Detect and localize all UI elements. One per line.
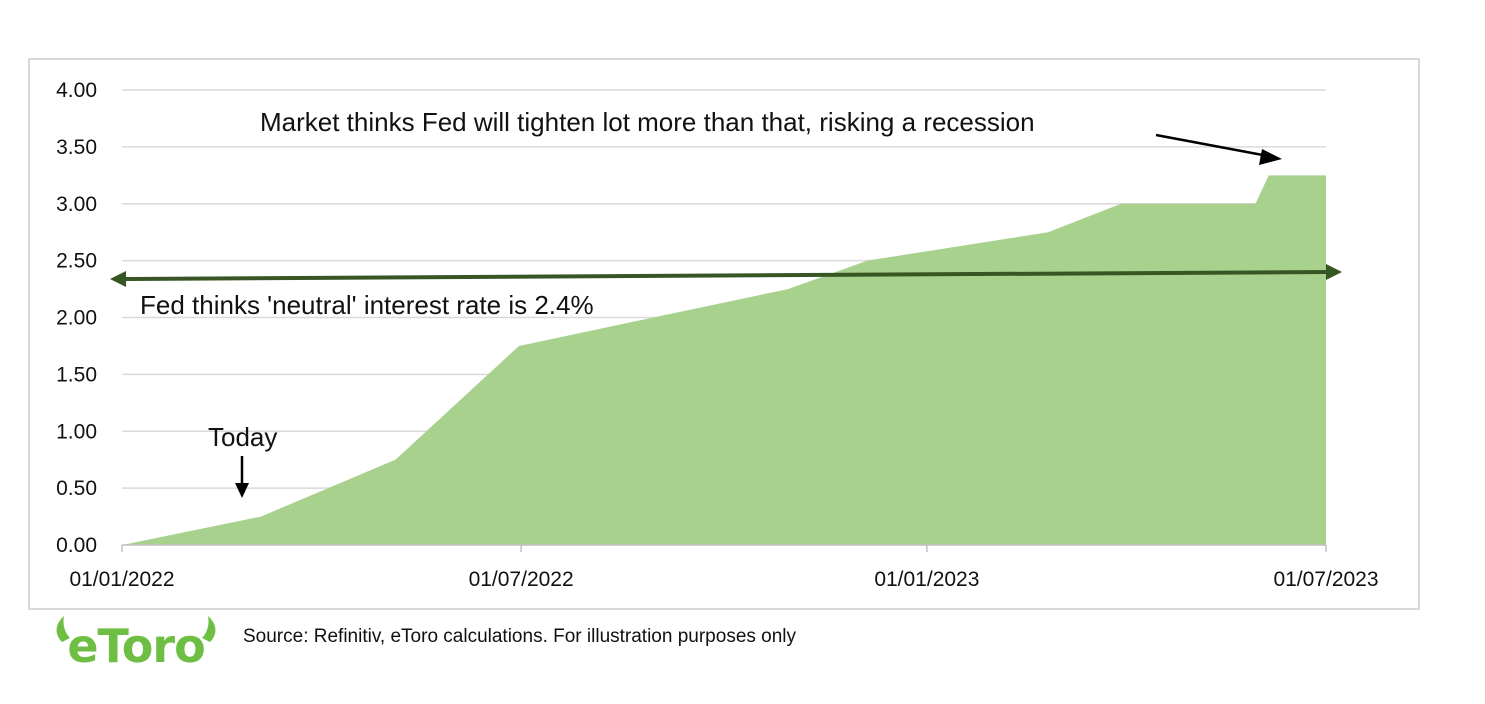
y-tick-label: 0.50 (56, 477, 97, 500)
logo-wordmark: eToro (67, 619, 204, 672)
y-tick-label: 2.50 (56, 250, 97, 273)
etoro-logo: eToro (56, 616, 216, 672)
annotation-market-arrow-shaft (1155, 133, 1269, 158)
tick-labels: 0.00 0.50 1.00 1.50 2.00 2.50 3.00 3.50 4.00 01/0… (56, 79, 1378, 591)
chart-frame (28, 58, 1420, 610)
y-tick-label: 1.00 (56, 420, 97, 443)
logo-left-horn (56, 616, 70, 642)
y-tick-label: 0.00 (56, 534, 97, 557)
reference-line-label: Fed thinks 'neutral' interest rate is 2.… (140, 290, 594, 320)
y-tick-label: 1.50 (56, 363, 97, 386)
area-fill (122, 175, 1326, 545)
neutral-rate-line (110, 264, 1342, 287)
y-tick-label: 3.00 (56, 193, 97, 216)
annotation-today-arrowhead (235, 483, 249, 498)
x-tick-label: 01/01/2023 (874, 568, 979, 591)
y-tick-label: 3.50 (56, 136, 97, 159)
annotation-market-text: Market thinks Fed will tighten lot more … (260, 107, 1035, 137)
neutral-rate-arrowhead-right (1326, 264, 1342, 280)
annotations: Market thinks Fed will tighten lot more … (140, 107, 1282, 498)
area-series (122, 175, 1326, 545)
x-tick-label: 01/07/2022 (469, 568, 574, 591)
neutral-rate-line-shaft (123, 270, 1329, 281)
annotation-market-arrowhead (1259, 149, 1282, 165)
y-tick-label: 2.00 (56, 307, 97, 330)
axes (121, 544, 1327, 552)
logo-right-horn (202, 616, 216, 642)
annotation-today-text: Today (208, 422, 277, 452)
x-tick-label: 01/07/2023 (1273, 568, 1378, 591)
y-tick-label: 4.00 (56, 79, 97, 102)
neutral-rate-arrowhead-left (110, 271, 126, 287)
x-tick-label: 01/01/2022 (69, 568, 174, 591)
source-note: Source: Refinitiv, eToro calculations. F… (243, 626, 797, 647)
